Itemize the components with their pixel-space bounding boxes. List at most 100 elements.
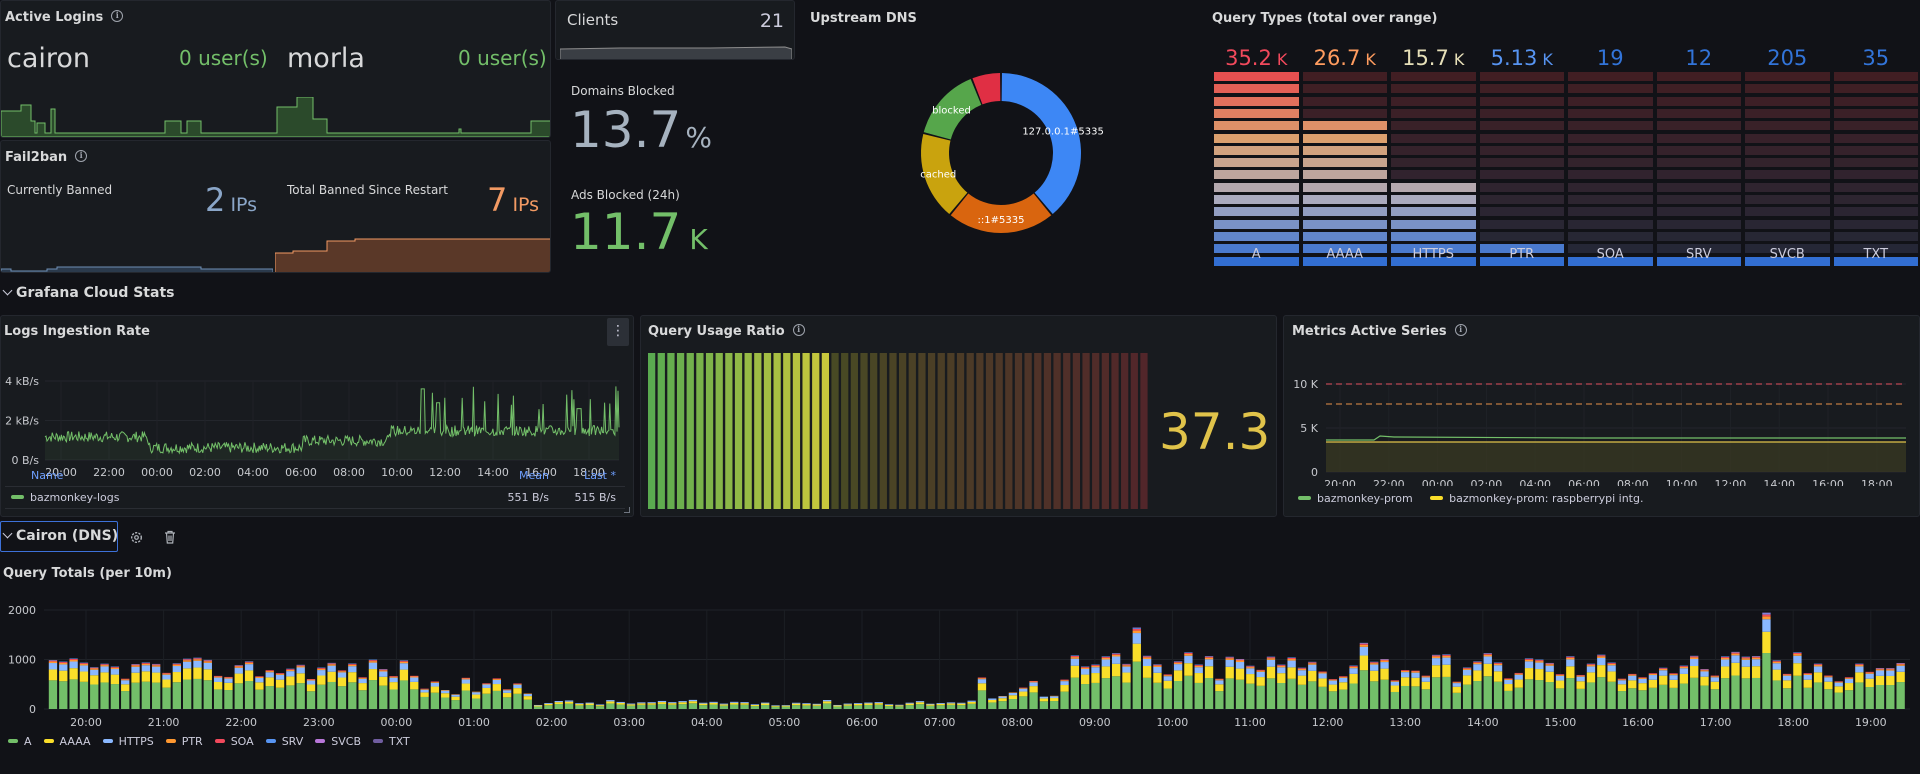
stack-segment	[1225, 666, 1234, 679]
legend-item[interactable]: HTTPS	[102, 735, 154, 748]
query-type-segment	[1833, 108, 1918, 118]
stack-segment	[1246, 674, 1255, 684]
stack-segment	[1721, 666, 1730, 679]
stack-segment	[337, 672, 347, 678]
stack-segment	[1225, 657, 1234, 659]
legend-item-bazmonkey-prom[interactable]: bazmonkey-prom	[1298, 492, 1413, 505]
stack-segment	[637, 704, 646, 709]
legend-series-logs[interactable]: bazmonkey-logs	[11, 491, 119, 504]
query-type-segment	[1479, 244, 1564, 254]
query-type-segment	[1302, 96, 1387, 106]
panel-menu-button[interactable]: ⋮	[607, 318, 629, 346]
stack-segment	[1101, 666, 1110, 679]
stack-segment	[1194, 682, 1203, 709]
legend-item[interactable]: PTR	[165, 735, 203, 748]
stack-segment	[1524, 658, 1534, 660]
stack-segment	[461, 678, 471, 680]
stack-segment	[244, 681, 254, 709]
x-tick-label: 03:00	[613, 716, 645, 729]
legend-item[interactable]: A	[8, 735, 32, 748]
x-tick-label: 12:00	[429, 466, 461, 478]
donut-slice	[950, 193, 1052, 234]
stack-segment	[275, 673, 285, 674]
stack-segment	[121, 680, 130, 685]
stack-segment	[1617, 691, 1627, 709]
legend-item[interactable]: SRV	[265, 735, 303, 748]
legend-item[interactable]: SOA	[214, 735, 254, 748]
stack-segment	[1855, 664, 1864, 666]
stack-segment	[926, 703, 935, 705]
stack-segment	[1793, 652, 1802, 653]
stack-segment	[1535, 669, 1544, 681]
stack-segment	[182, 660, 192, 662]
stack-segment	[1401, 672, 1410, 678]
legend-header-last[interactable]: Last *	[584, 469, 616, 482]
donut-slice	[1001, 73, 1081, 215]
stack-segment	[410, 676, 419, 678]
stack-segment	[1173, 662, 1183, 665]
stack-segment	[69, 679, 78, 709]
stack-segment	[668, 702, 677, 704]
stack-segment	[348, 663, 357, 665]
legend-item[interactable]: SVCB	[315, 735, 361, 748]
row-cairon-dns[interactable]	[0, 521, 118, 552]
gauge-cell	[947, 353, 955, 509]
stack-segment	[1111, 653, 1121, 655]
legend-item[interactable]: TXT	[372, 735, 410, 748]
stack-segment	[1690, 656, 1699, 658]
stack-segment	[719, 703, 729, 705]
series-swatch	[1298, 496, 1311, 500]
info-icon[interactable]	[75, 150, 88, 162]
legend-header-name[interactable]: Name	[31, 469, 64, 482]
trash-icon[interactable]	[164, 530, 176, 544]
stack-segment	[1215, 684, 1224, 692]
stack-segment	[554, 704, 563, 709]
stack-segment	[59, 664, 68, 671]
row-grafana-cloud-stats[interactable]: Grafana Cloud Stats	[2, 285, 174, 301]
stack-segment	[1524, 668, 1534, 680]
query-type-segment	[1302, 145, 1387, 155]
stack-segment	[69, 658, 78, 660]
stack-segment	[1566, 678, 1575, 709]
query-type-segment	[1833, 121, 1918, 131]
stack-segment	[1710, 681, 1719, 690]
host-name-cairon: cairon	[7, 43, 91, 74]
stack-segment	[1586, 682, 1596, 709]
stack-segment	[1318, 678, 1327, 687]
query-types-panel: Query Types (total over range) 35.2 K A 26…	[1206, 0, 1920, 272]
query-usage-value: 37.3	[1159, 403, 1271, 461]
stack-segment	[1462, 675, 1472, 685]
info-icon[interactable]	[792, 324, 805, 336]
gauge-cell	[696, 353, 704, 509]
info-icon[interactable]	[111, 10, 124, 22]
query-type-segment	[1214, 182, 1299, 192]
stack-segment	[59, 663, 68, 665]
stack-segment	[730, 704, 739, 709]
stack-segment	[1493, 662, 1503, 664]
legend-item-raspberrypi[interactable]: bazmonkey-prom: raspberrypi intg.	[1430, 492, 1643, 505]
stack-segment	[1514, 674, 1523, 680]
stack-segment	[1370, 663, 1379, 665]
gear-icon[interactable]	[130, 531, 143, 544]
stack-segment	[1277, 683, 1286, 709]
query-type-segment	[1302, 219, 1387, 229]
stack-segment	[79, 665, 89, 672]
stack-segment	[1256, 677, 1265, 686]
stack-segment	[224, 677, 233, 679]
stack-segment	[286, 669, 295, 672]
stack-segment	[306, 684, 316, 692]
info-icon[interactable]	[1454, 324, 1467, 336]
resize-handle[interactable]	[624, 507, 630, 513]
upstream-dns-donut: 127.0.0.1#5335::1#5335 cached blocked	[920, 73, 1104, 234]
gauge-cell	[831, 353, 839, 509]
query-type-segment	[1302, 170, 1387, 180]
query-type-label: TXT	[1863, 247, 1889, 262]
stack-segment	[1008, 692, 1018, 693]
stack-segment	[1256, 685, 1265, 709]
legend-header-mean[interactable]: Mean	[519, 469, 549, 482]
legend-item[interactable]: AAAA	[43, 735, 91, 748]
stack-segment	[1132, 643, 1141, 662]
stack-segment	[1277, 665, 1286, 666]
stack-segment	[915, 701, 925, 703]
stack-segment	[1751, 659, 1761, 667]
